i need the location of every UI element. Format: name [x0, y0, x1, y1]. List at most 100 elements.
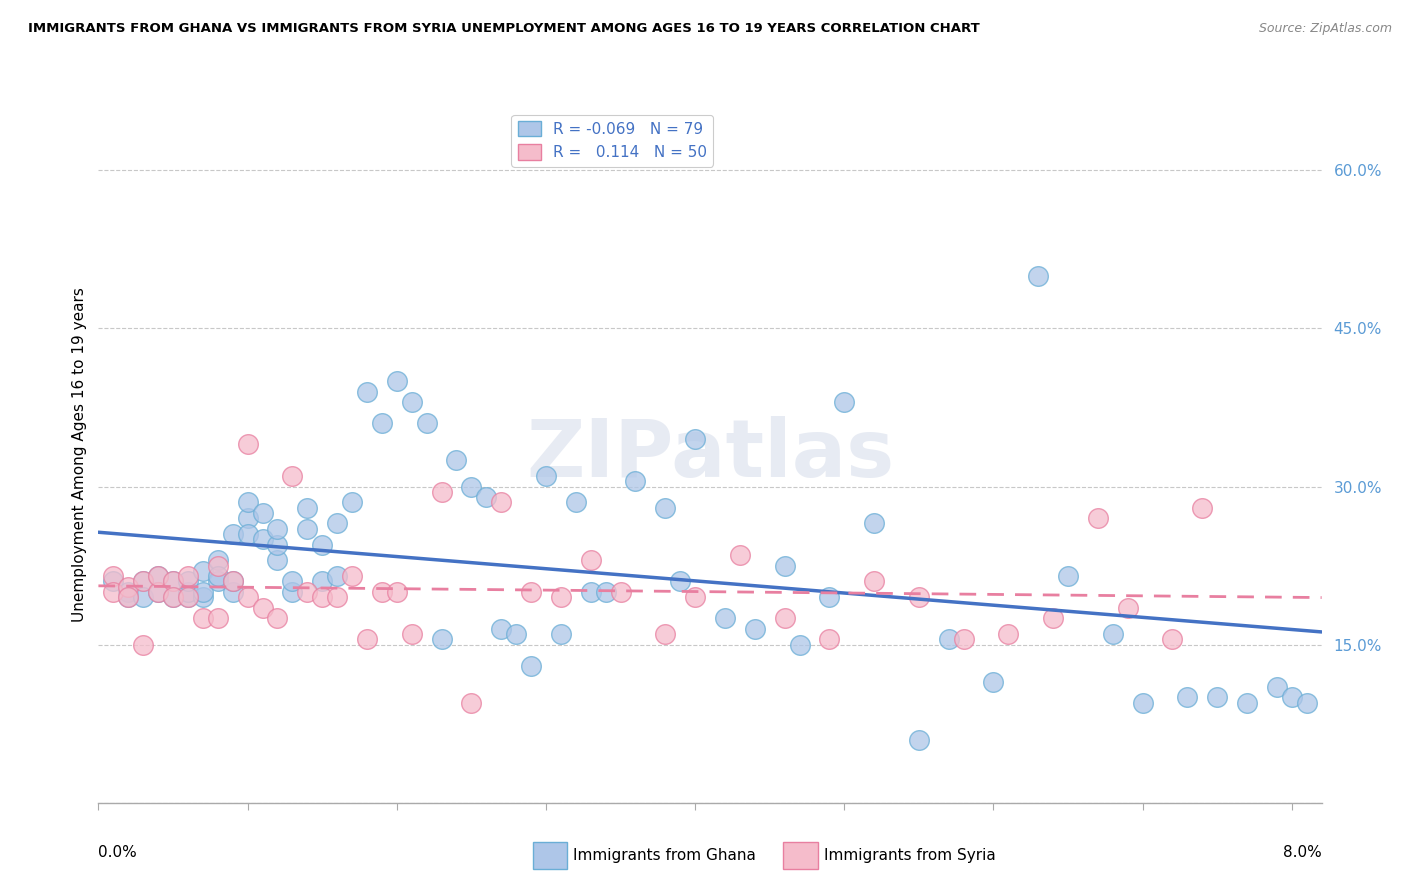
Point — [162, 574, 184, 589]
Point — [1236, 696, 1258, 710]
Point — [1265, 680, 1288, 694]
Point — [818, 591, 841, 605]
Point — [117, 580, 139, 594]
Point — [236, 495, 259, 509]
Point — [1161, 632, 1184, 647]
Point — [1116, 600, 1139, 615]
Point — [162, 591, 184, 605]
Point — [162, 591, 184, 605]
Point — [326, 569, 349, 583]
Point — [221, 574, 243, 589]
Point — [624, 475, 647, 489]
Point — [266, 611, 288, 625]
Point — [430, 484, 453, 499]
Point — [385, 585, 408, 599]
Point — [1206, 690, 1229, 705]
Point — [207, 611, 229, 625]
Point — [340, 569, 363, 583]
Point — [297, 522, 319, 536]
Point — [401, 627, 423, 641]
Point — [489, 622, 512, 636]
Point — [236, 591, 259, 605]
Point — [326, 591, 349, 605]
Point — [579, 585, 602, 599]
Point — [356, 384, 378, 399]
Point — [356, 632, 378, 647]
Point — [177, 585, 200, 599]
FancyBboxPatch shape — [783, 842, 818, 869]
Point — [207, 553, 229, 567]
Point — [1177, 690, 1199, 705]
Point — [401, 395, 423, 409]
Text: ZIPatlas: ZIPatlas — [526, 416, 894, 494]
Point — [714, 611, 737, 625]
Y-axis label: Unemployment Among Ages 16 to 19 years: Unemployment Among Ages 16 to 19 years — [72, 287, 87, 623]
Point — [236, 527, 259, 541]
Point — [1026, 268, 1049, 283]
Point — [744, 622, 766, 636]
Point — [117, 591, 139, 605]
Point — [297, 585, 319, 599]
Point — [266, 553, 288, 567]
Point — [654, 627, 676, 641]
Point — [146, 569, 169, 583]
Point — [326, 516, 349, 531]
Text: IMMIGRANTS FROM GHANA VS IMMIGRANTS FROM SYRIA UNEMPLOYMENT AMONG AGES 16 TO 19 : IMMIGRANTS FROM GHANA VS IMMIGRANTS FROM… — [28, 22, 980, 36]
Point — [281, 469, 304, 483]
Text: Immigrants from Syria: Immigrants from Syria — [824, 848, 995, 863]
Point — [832, 395, 855, 409]
Point — [340, 495, 363, 509]
Point — [371, 417, 394, 431]
Point — [266, 537, 288, 551]
Point — [132, 638, 155, 652]
Point — [446, 453, 468, 467]
Point — [146, 569, 169, 583]
Point — [863, 574, 886, 589]
Point — [1042, 611, 1064, 625]
Point — [191, 564, 214, 578]
Point — [609, 585, 631, 599]
Point — [132, 591, 155, 605]
Point — [311, 591, 333, 605]
Point — [1191, 500, 1213, 515]
Point — [1132, 696, 1154, 710]
Point — [773, 558, 796, 573]
Point — [938, 632, 960, 647]
Point — [252, 600, 274, 615]
Point — [221, 574, 243, 589]
Point — [565, 495, 588, 509]
Point — [654, 500, 676, 515]
Point — [371, 585, 394, 599]
Point — [520, 585, 543, 599]
Point — [430, 632, 453, 647]
Point — [236, 511, 259, 525]
Point — [505, 627, 527, 641]
Legend: R = -0.069   N = 79, R =   0.114   N = 50: R = -0.069 N = 79, R = 0.114 N = 50 — [512, 115, 713, 167]
Point — [191, 611, 214, 625]
Text: 8.0%: 8.0% — [1282, 845, 1322, 860]
Point — [460, 696, 482, 710]
Point — [818, 632, 841, 647]
Point — [1281, 690, 1303, 705]
Point — [908, 591, 931, 605]
Point — [252, 533, 274, 547]
Point — [579, 553, 602, 567]
Point — [177, 591, 200, 605]
Point — [221, 585, 243, 599]
Point — [311, 537, 333, 551]
Point — [475, 490, 498, 504]
Point — [207, 574, 229, 589]
Point — [191, 591, 214, 605]
Point — [863, 516, 886, 531]
Point — [520, 658, 543, 673]
Point — [997, 627, 1019, 641]
Point — [162, 574, 184, 589]
Point — [252, 506, 274, 520]
Point — [385, 374, 408, 388]
Point — [281, 585, 304, 599]
Point — [460, 479, 482, 493]
Point — [415, 417, 437, 431]
Point — [683, 591, 706, 605]
Point — [1057, 569, 1080, 583]
Point — [908, 732, 931, 747]
